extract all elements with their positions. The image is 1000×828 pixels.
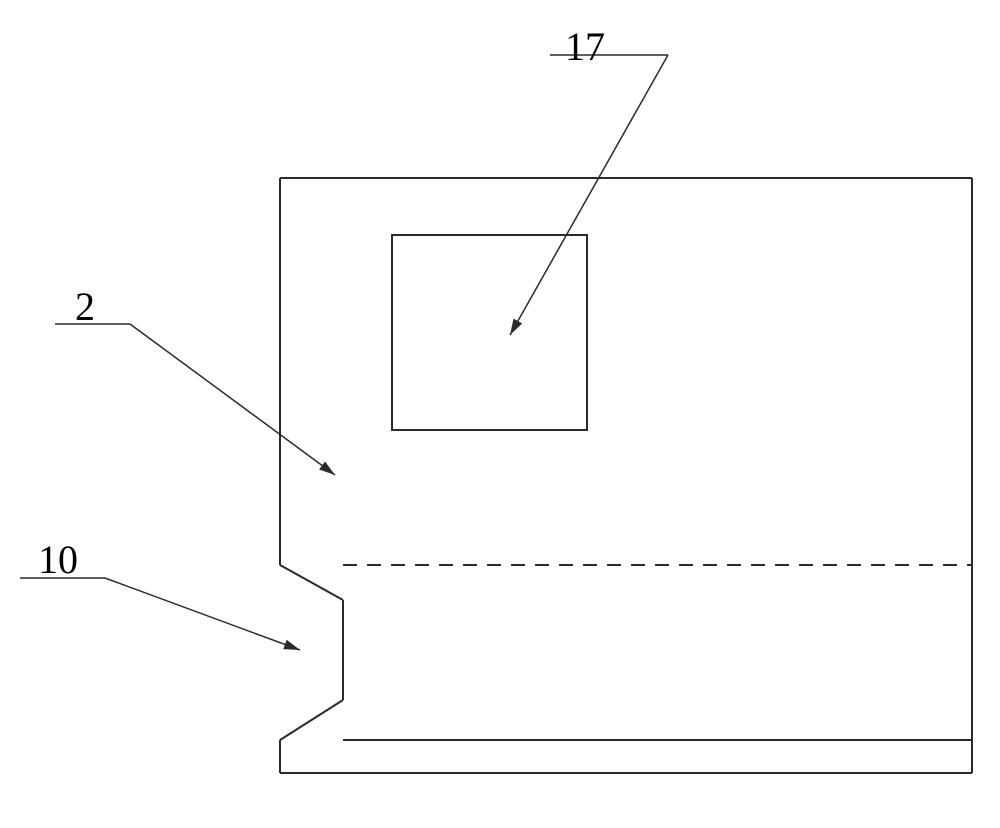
label-17: 17 <box>565 24 605 69</box>
technical-diagram: 17 2 10 <box>0 0 1000 828</box>
label-2: 2 <box>75 284 95 329</box>
label-10: 10 <box>38 537 78 582</box>
